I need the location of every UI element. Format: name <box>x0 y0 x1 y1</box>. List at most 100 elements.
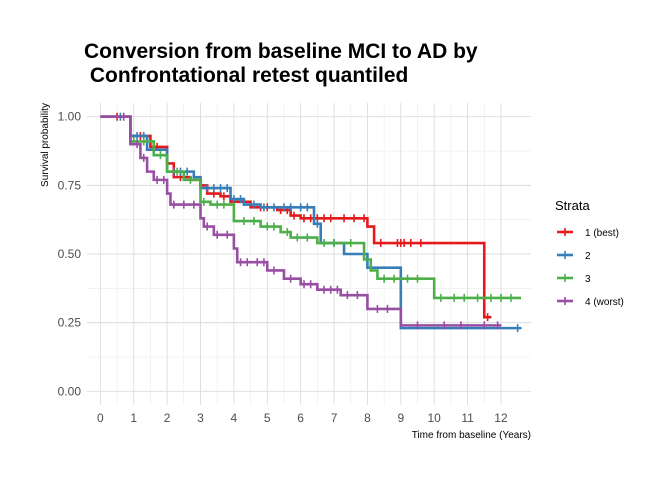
censor-mark <box>269 203 278 212</box>
legend-item: 2 <box>557 251 591 262</box>
censor-mark <box>229 195 238 204</box>
censor-mark <box>376 239 385 248</box>
x-tick-label: 4 <box>231 411 238 425</box>
censor-mark <box>243 258 252 267</box>
censor-mark <box>473 293 482 302</box>
x-tick-label: 5 <box>264 411 271 425</box>
x-tick-label: 6 <box>297 411 304 425</box>
censor-mark <box>406 239 415 248</box>
censor-mark <box>460 293 469 302</box>
legend-title: Strata <box>555 198 590 213</box>
legend-item: 3 <box>557 274 591 285</box>
censor-mark <box>159 175 168 184</box>
chart-title-line-1: Conversion from baseline MCI to AD by <box>84 40 478 63</box>
censor-mark <box>400 239 409 248</box>
censor-mark <box>506 293 515 302</box>
censor-mark <box>186 175 195 184</box>
censor-mark <box>213 230 222 239</box>
censor-mark <box>269 222 278 231</box>
series-line <box>100 115 521 330</box>
y-tick-label: 0.50 <box>58 247 82 261</box>
censor-mark <box>383 304 392 313</box>
censor-mark <box>203 222 212 231</box>
censor-mark <box>236 195 245 204</box>
legend-label: 4 (worst) <box>585 297 624 308</box>
censor-mark <box>216 184 225 193</box>
censor-mark <box>390 274 399 283</box>
censor-mark <box>303 203 312 212</box>
censor-mark <box>263 222 272 231</box>
series-line <box>100 115 521 300</box>
x-tick-label: 7 <box>331 411 338 425</box>
legend-label: 3 <box>585 274 591 285</box>
censor-mark <box>203 184 212 193</box>
censor-mark <box>139 153 148 162</box>
censor-mark <box>413 274 422 283</box>
censor-mark <box>219 192 228 201</box>
censor-mark <box>153 175 162 184</box>
legend-item: 4 (worst) <box>557 297 624 308</box>
censor-mark <box>279 203 288 212</box>
censor-mark <box>320 239 329 248</box>
censor-mark <box>189 200 198 209</box>
x-tick-label: 2 <box>164 411 171 425</box>
series-4 <box>100 112 502 330</box>
censor-mark <box>133 131 142 140</box>
censor-mark <box>209 184 218 193</box>
series-group <box>100 112 522 333</box>
legend-label: 2 <box>585 251 591 262</box>
censor-mark <box>299 280 308 289</box>
censor-mark <box>253 258 262 267</box>
censor-mark <box>269 266 278 275</box>
series-3 <box>100 115 521 302</box>
censor-mark <box>299 214 308 223</box>
censor-mark <box>293 233 302 242</box>
censor-mark <box>283 228 292 237</box>
x-tick-label: 8 <box>364 411 371 425</box>
censor-mark <box>456 321 465 330</box>
censor-mark <box>320 214 329 223</box>
censor-mark <box>139 137 148 146</box>
censor-mark <box>326 285 335 294</box>
censor-mark <box>340 214 349 223</box>
censor-mark <box>199 197 208 206</box>
censor-mark <box>330 239 339 248</box>
x-tick-label: 1 <box>130 411 137 425</box>
censor-mark <box>249 217 258 226</box>
censor-mark <box>289 211 298 220</box>
x-tick-label: 0 <box>97 411 104 425</box>
y-tick-label: 1.00 <box>58 110 82 124</box>
x-axis-label: Time from baseline (Years) <box>412 430 531 441</box>
censor-mark <box>513 324 522 333</box>
censor-mark <box>259 203 268 212</box>
censor-mark <box>350 214 359 223</box>
censor-mark <box>416 239 425 248</box>
censor-mark <box>169 200 178 209</box>
censor-mark <box>179 200 188 209</box>
censor-mark <box>493 321 502 330</box>
censor-mark <box>380 274 389 283</box>
censor-mark <box>486 293 495 302</box>
censor-mark <box>219 200 228 209</box>
x-tick-label: 12 <box>494 411 508 425</box>
legend-label: 1 (best) <box>585 228 619 239</box>
x-tick-label: 9 <box>397 411 404 425</box>
censor-mark <box>440 321 449 330</box>
censor-mark <box>403 274 412 283</box>
censor-mark <box>320 285 329 294</box>
censor-mark <box>286 274 295 283</box>
censor-mark <box>213 200 222 209</box>
y-tick-label: 0.75 <box>58 178 82 192</box>
censor-mark <box>306 280 315 289</box>
censor-mark <box>333 285 342 294</box>
censor-mark <box>173 167 182 176</box>
censor-mark <box>436 293 445 302</box>
chart-title-line-2: Confrontational retest quantiled <box>84 64 408 87</box>
y-axis-label: Survival probability <box>40 103 51 187</box>
censor-mark <box>313 219 322 228</box>
censor-mark <box>259 258 268 267</box>
x-tick-label: 11 <box>461 411 474 425</box>
censor-mark <box>346 239 355 248</box>
ticks: 0 1 2 3 4 5 6 7 8 9 10 11 120.000.250.500.751.00 <box>58 110 508 425</box>
censor-mark <box>360 214 369 223</box>
